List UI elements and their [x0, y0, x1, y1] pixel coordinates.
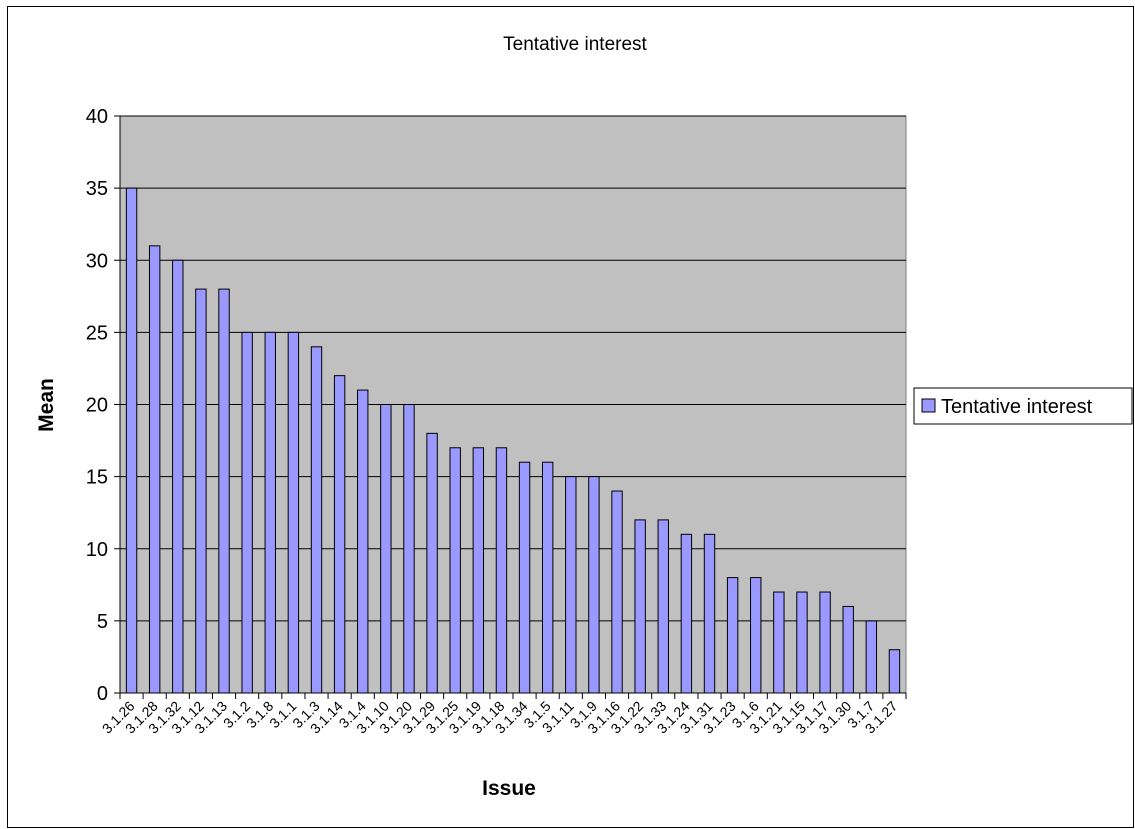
legend: Tentative interest — [913, 387, 1133, 425]
y-tick-label: 10 — [86, 539, 108, 561]
bar — [426, 432, 438, 694]
bar — [680, 533, 693, 694]
bar — [241, 331, 253, 694]
y-axis: 0 5 10 15 20 25 30 35 40 — [86, 106, 121, 705]
bar — [541, 461, 554, 694]
legend-swatch — [921, 398, 936, 413]
bar — [380, 404, 392, 694]
y-tick-label: 0 — [97, 683, 108, 705]
bar — [172, 259, 184, 694]
bar — [495, 447, 508, 694]
bar — [310, 346, 323, 694]
bar — [148, 245, 161, 694]
bar — [287, 331, 300, 694]
bar — [750, 577, 762, 694]
bar — [773, 591, 785, 694]
bar — [819, 591, 831, 694]
bar — [726, 577, 739, 694]
bar — [611, 490, 623, 694]
bar — [634, 519, 646, 694]
bar — [218, 288, 230, 694]
y-tick-label: 15 — [86, 467, 108, 489]
bar — [449, 447, 461, 694]
bar — [657, 519, 669, 694]
y-axis-title: Mean — [35, 378, 58, 432]
bar — [796, 591, 808, 694]
x-axis-title: Issue — [482, 777, 536, 800]
bar — [125, 187, 138, 694]
bar — [888, 649, 901, 694]
legend-label: Tentative interest — [941, 396, 1093, 418]
y-tick-label: 25 — [86, 322, 108, 344]
bar — [703, 533, 716, 694]
x-axis: 3.1.263.1.283.1.323.1.123.1.133.1.23.1.8… — [99, 692, 907, 737]
bar — [842, 605, 854, 694]
y-tick-label: 40 — [86, 106, 108, 128]
legend-box — [913, 387, 1133, 425]
bar — [565, 476, 577, 694]
bar — [403, 404, 415, 694]
bar — [357, 389, 369, 694]
y-tick-label: 5 — [97, 611, 108, 633]
bar — [588, 476, 600, 694]
y-tick-label: 30 — [86, 250, 108, 272]
y-tick-label: 35 — [86, 178, 108, 200]
y-tick-label: 20 — [86, 395, 108, 417]
bar — [264, 331, 276, 694]
chart-title: Tentative interest — [503, 34, 647, 55]
bars — [125, 187, 901, 694]
bar — [472, 447, 485, 694]
bar — [333, 375, 346, 694]
bar — [195, 288, 207, 694]
bar — [865, 620, 878, 694]
bar — [518, 461, 531, 694]
